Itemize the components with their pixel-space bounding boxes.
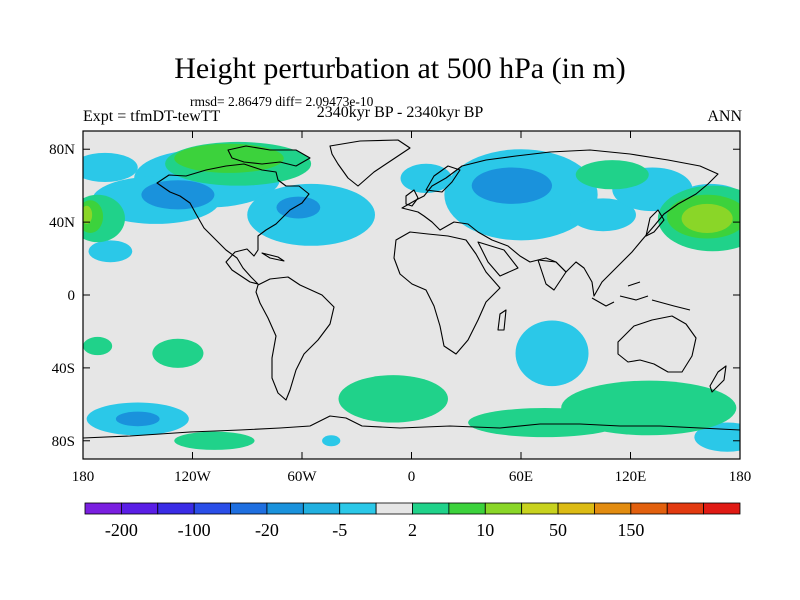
colorbar-swatch — [302, 502, 341, 515]
anomaly-region — [174, 431, 255, 450]
anomaly-region — [338, 375, 448, 423]
coastline-maritime-continent — [591, 281, 691, 311]
coastline-north-america — [156, 163, 310, 285]
colorbar-swatch — [484, 502, 523, 515]
colorbar-label: 50 — [549, 520, 567, 540]
anomaly-region — [471, 167, 553, 204]
coastlines — [83, 139, 740, 439]
lon-tick-label: 60W — [287, 469, 317, 485]
coastline-arctic-islands — [227, 145, 311, 167]
colorbar-label: -200 — [105, 520, 138, 540]
colorbar-swatch — [157, 502, 195, 515]
coastline-madagascar — [497, 309, 507, 331]
colorbar-label: -20 — [255, 520, 279, 540]
anomaly-region — [276, 196, 321, 219]
anomaly-region — [400, 163, 452, 193]
colorbar-label: -100 — [178, 520, 211, 540]
colorbar-swatch — [266, 502, 304, 515]
lon-tick-label: 180 — [72, 469, 95, 485]
coastline-south-america — [255, 276, 335, 401]
anomaly-region — [83, 336, 113, 356]
colorbar-swatch — [412, 502, 450, 515]
colorbar-swatch — [594, 502, 632, 515]
colorbar-label: 150 — [617, 520, 644, 540]
coastline-australia — [617, 315, 697, 373]
plot-title: Height perturbation at 500 hPa (in m) — [174, 52, 626, 85]
coastline-british-isles — [405, 189, 419, 207]
coastline-japan — [645, 209, 665, 237]
colorbar-swatch — [120, 502, 159, 515]
anomaly-region — [115, 411, 160, 427]
coastline-caribbean — [261, 252, 285, 262]
anomaly-region — [88, 240, 133, 263]
lat-tick-label: 80N — [49, 142, 75, 158]
colorbar-swatch — [557, 502, 595, 515]
colorbar: -200 -100 -20 -5 2 10 50 150 — [84, 502, 741, 540]
lon-tick-label: 60E — [509, 469, 533, 485]
colorbar-label: 10 — [476, 520, 494, 540]
coastline-eurasia — [401, 149, 719, 297]
coastline-india — [537, 259, 567, 291]
coastline-scandinavia — [425, 165, 461, 193]
colorbar-swatch — [193, 502, 231, 515]
anomaly-region — [322, 435, 341, 447]
colorbar-swatch — [666, 502, 705, 515]
colorbar-swatch — [375, 502, 413, 515]
coastline-africa — [393, 231, 501, 355]
lat-tick-label: 80S — [52, 434, 75, 450]
lon-tick-label: 120W — [174, 469, 212, 485]
lat-tick-label: 0 — [68, 288, 76, 304]
colorbar-swatch — [630, 502, 668, 515]
lon-tick-label: 0 — [408, 469, 416, 485]
colorbar-swatch — [521, 502, 559, 515]
lat-tick-label: 40N — [49, 215, 75, 231]
colorbar-swatch — [339, 502, 377, 515]
anomaly-region — [468, 407, 622, 438]
anomaly-region — [515, 320, 589, 387]
lon-tick-label: 180 — [729, 469, 752, 485]
coastline-antarctica — [83, 415, 740, 439]
anomaly-region — [570, 198, 636, 232]
coastline-arabia — [477, 241, 519, 277]
colorbar-label: -5 — [332, 520, 347, 540]
season-label: ANN — [707, 108, 742, 125]
anomaly-region — [575, 160, 649, 190]
anomaly-region — [681, 203, 733, 234]
coastline-new-zealand — [709, 365, 727, 393]
experiment-label: Expt = tfmDT-tewTT — [83, 108, 221, 125]
colorbar-swatch — [84, 502, 122, 515]
colorbar-swatch — [230, 502, 268, 515]
lat-tick-label: 40S — [52, 361, 75, 377]
period-label: 2340kyr BP - 2340kyr BP — [316, 104, 484, 121]
colorbar-label: 2 — [408, 520, 417, 540]
stats-label: rmsd= 2.86479 diff= 2.09473e-10 — [190, 94, 374, 109]
anomaly-region — [152, 338, 204, 368]
colorbar-swatch — [448, 502, 486, 515]
anomaly-region — [174, 143, 284, 173]
anomaly-region — [83, 205, 93, 224]
anomaly-region — [83, 152, 138, 183]
colorbar-swatch — [703, 502, 741, 515]
lon-tick-label: 120E — [615, 469, 647, 485]
coastline-greenland — [329, 139, 411, 187]
map-axes: 180 120W 60W 0 60E 120E 180 80N 40N 0 40S 80S — [49, 131, 751, 485]
